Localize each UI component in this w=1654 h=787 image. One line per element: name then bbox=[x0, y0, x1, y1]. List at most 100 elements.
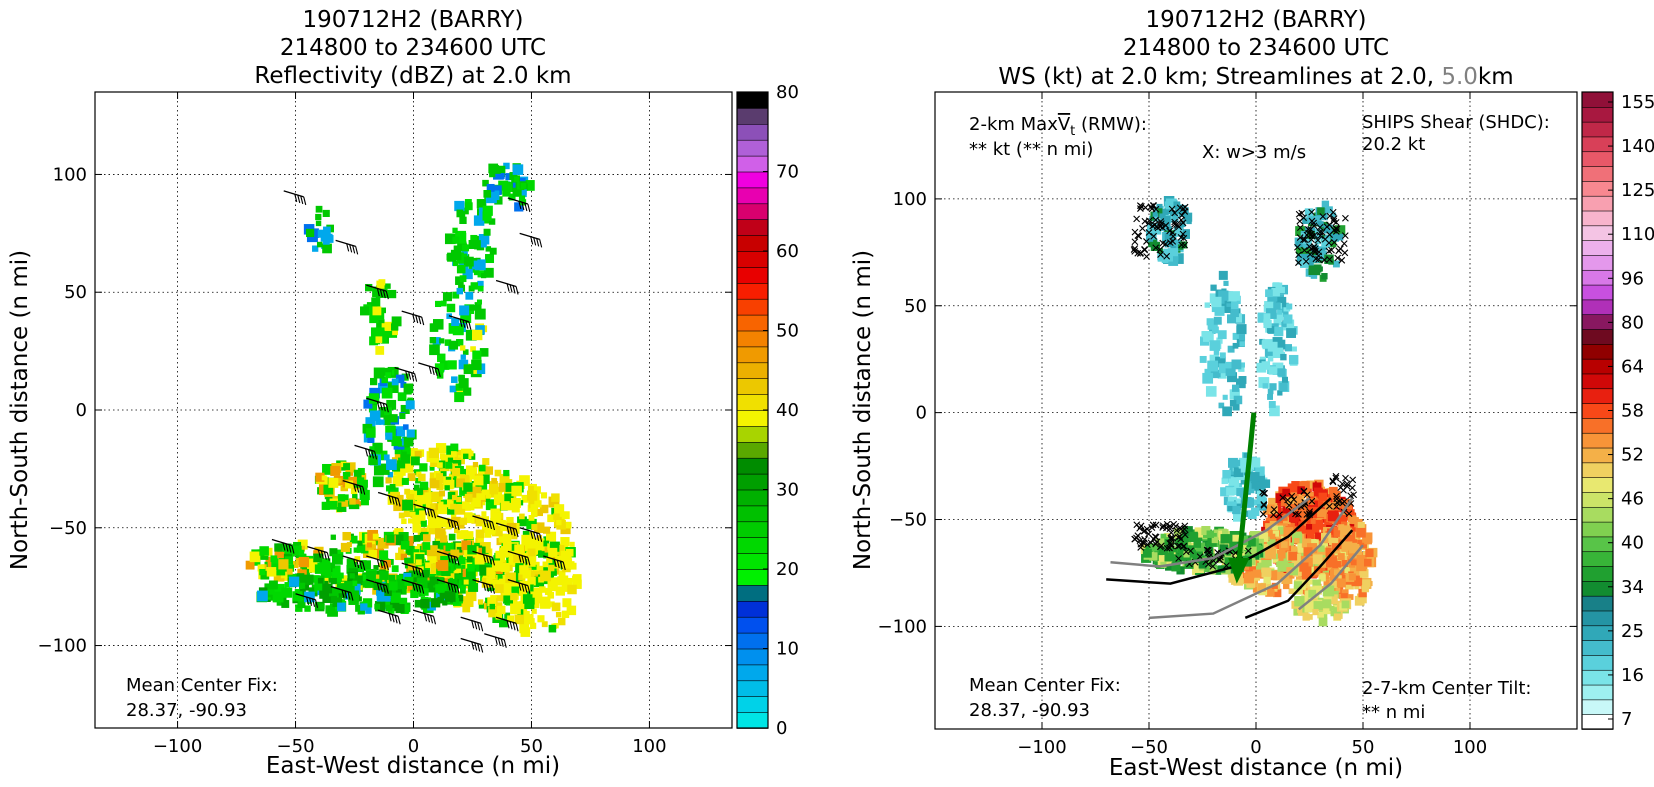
left-reflectivity-cell bbox=[491, 477, 498, 484]
left-reflectivity-cell bbox=[447, 480, 453, 486]
left-reflectivity-cell bbox=[557, 576, 567, 586]
left-reflectivity-cell bbox=[452, 324, 464, 336]
right-colorbar-swatch bbox=[1581, 521, 1614, 538]
right-windspeed-cell bbox=[1238, 334, 1246, 341]
right-windspeed-cell bbox=[1227, 496, 1237, 506]
right-colorbar-swatch bbox=[1581, 462, 1614, 478]
right-windspeed-cell bbox=[1234, 500, 1242, 508]
left-reflectivity-cell bbox=[321, 501, 330, 510]
left-reflectivity-cell bbox=[463, 512, 473, 521]
left-reflectivity-cell bbox=[414, 599, 423, 608]
left-reflectivity-cell bbox=[465, 590, 477, 602]
updraft-marker bbox=[1133, 215, 1141, 223]
left-reflectivity-cell bbox=[403, 383, 414, 394]
right-windspeed-cell bbox=[1348, 515, 1357, 524]
right-windspeed-cell bbox=[1223, 280, 1229, 286]
right-windspeed-cell bbox=[1167, 248, 1179, 259]
left-reflectivity-cell bbox=[435, 524, 442, 531]
right-colorbar-swatch bbox=[1581, 254, 1614, 271]
right-windspeed-cell bbox=[1277, 549, 1286, 559]
updraft-marker bbox=[1307, 230, 1315, 238]
right-windspeed-cell bbox=[1229, 543, 1240, 554]
right-windspeed-cell bbox=[1209, 354, 1219, 365]
right-windspeed-cell bbox=[1256, 500, 1266, 510]
right-windspeed-cell bbox=[1307, 497, 1315, 505]
left-reflectivity-cell bbox=[464, 493, 473, 502]
right-windspeed-cell bbox=[1263, 313, 1271, 321]
left-reflectivity-cell bbox=[553, 513, 560, 520]
left-reflectivity-cell bbox=[446, 303, 456, 313]
left-reflectivity-cell bbox=[497, 605, 506, 615]
right-windspeed-cell bbox=[1307, 600, 1317, 610]
right-windspeed-cell bbox=[1277, 390, 1283, 396]
wind-barb bbox=[295, 593, 319, 608]
left-reflectivity-cell bbox=[391, 328, 398, 336]
left-colorbar-swatch bbox=[736, 520, 769, 538]
right-windspeed-cell bbox=[1156, 538, 1165, 547]
updraft-marker bbox=[1308, 217, 1316, 225]
updraft-marker bbox=[1159, 239, 1167, 247]
right-windspeed-cell bbox=[1258, 377, 1270, 388]
left-reflectivity-cell bbox=[556, 520, 562, 526]
left-reflectivity-cell bbox=[527, 576, 536, 586]
left-reflectivity-cell bbox=[459, 305, 470, 316]
right-windspeed-cell bbox=[1267, 394, 1273, 400]
left-reflectivity-cell bbox=[488, 163, 499, 174]
right-windspeed-cell bbox=[1275, 296, 1287, 308]
left-reflectivity-field bbox=[245, 162, 582, 637]
left-reflectivity-cell bbox=[560, 537, 570, 547]
left-reflectivity-cell bbox=[562, 585, 569, 592]
left-reflectivity-cell bbox=[367, 436, 375, 443]
left-reflectivity-cell bbox=[507, 615, 515, 623]
right-windspeed-cell bbox=[1333, 569, 1340, 576]
updraft-marker bbox=[1284, 496, 1291, 504]
right-ytick-label: 100 bbox=[893, 189, 927, 210]
right-windspeed-cell bbox=[1214, 305, 1225, 316]
left-reflectivity-cell bbox=[436, 567, 445, 577]
left-reflectivity-cell bbox=[437, 353, 446, 363]
updraft-marker bbox=[1270, 506, 1278, 513]
right-windspeed-cell bbox=[1313, 487, 1323, 497]
left-reflectivity-cell bbox=[455, 449, 462, 456]
right-windspeed-cell bbox=[1194, 527, 1205, 538]
left-reflectivity-cell bbox=[499, 547, 505, 554]
wind-barb bbox=[507, 578, 531, 594]
right-windspeed-cell bbox=[1309, 524, 1320, 534]
left-reflectivity-cell bbox=[533, 594, 543, 604]
left-reflectivity-cell bbox=[467, 563, 475, 572]
left-reflectivity-cell bbox=[510, 592, 518, 601]
right-windspeed-cell bbox=[1321, 273, 1328, 280]
left-colorbar-swatch bbox=[736, 361, 769, 379]
left-reflectivity-cell bbox=[292, 591, 303, 602]
updraft-marker bbox=[1143, 238, 1150, 245]
right-ytick-label: −50 bbox=[889, 510, 927, 531]
updraft-marker bbox=[1166, 522, 1174, 530]
left-reflectivity-cell bbox=[538, 551, 545, 558]
left-reflectivity-cell bbox=[387, 497, 396, 505]
left-reflectivity-cell bbox=[547, 577, 558, 588]
left-reflectivity-cell bbox=[398, 547, 404, 554]
left-reflectivity-cell bbox=[522, 543, 531, 552]
left-reflectivity-cell bbox=[403, 436, 414, 447]
left-reflectivity-cell bbox=[518, 195, 526, 202]
right-colorbar-swatch bbox=[1581, 417, 1614, 434]
left-reflectivity-cell bbox=[485, 192, 497, 204]
left-reflectivity-cell bbox=[558, 570, 566, 577]
right-windspeed-cell bbox=[1305, 524, 1313, 531]
left-colorbar-swatch bbox=[736, 505, 769, 523]
left-colorbar-swatch bbox=[736, 632, 769, 650]
left-colorbar-swatch bbox=[736, 664, 769, 682]
right-y-axis-label: North-South distance (n mi) bbox=[850, 250, 876, 570]
wind-barb bbox=[413, 609, 437, 625]
left-reflectivity-cell bbox=[355, 604, 362, 612]
left-reflectivity-cell bbox=[437, 462, 443, 468]
left-reflectivity-cell bbox=[473, 269, 480, 276]
right-colorbar-label: 155 bbox=[1621, 92, 1654, 113]
right-windspeed-cell bbox=[1286, 567, 1293, 574]
left-reflectivity-cell bbox=[422, 583, 428, 590]
right-windspeed-cell bbox=[1314, 501, 1324, 510]
left-reflectivity-cell bbox=[453, 245, 460, 252]
right-windspeed-cell bbox=[1199, 355, 1207, 363]
left-reflectivity-cell bbox=[397, 392, 407, 402]
left-reflectivity-cell bbox=[394, 447, 402, 455]
